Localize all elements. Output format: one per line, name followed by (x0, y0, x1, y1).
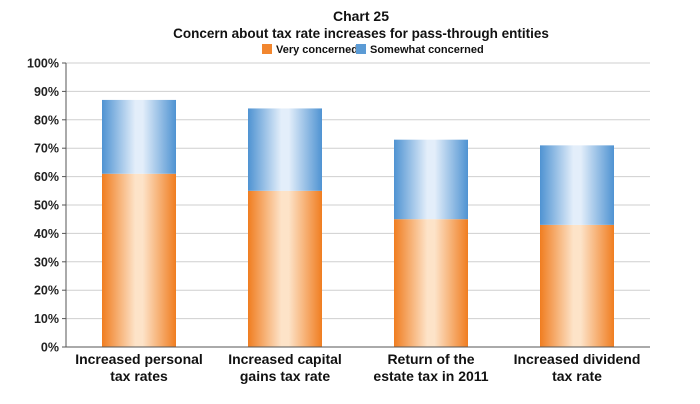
x-category-label-0-line-0: Increased personal (75, 351, 203, 367)
chart-subtitle: Concern about tax rate increases for pas… (173, 26, 549, 41)
bar-1-series-0 (248, 190, 322, 347)
y-tick-label-5: 50% (34, 199, 59, 213)
y-tick-label-7: 70% (34, 142, 59, 156)
legend-swatch-1 (356, 44, 366, 54)
bar-1-series-1 (248, 108, 322, 191)
legend-label-1: Somewhat concerned (370, 44, 484, 56)
x-category-label-1-line-0: Increased capital (228, 351, 342, 367)
y-tick-label-3: 30% (34, 255, 59, 269)
legend: Very concerned Somewhat concerned (262, 44, 484, 56)
bar-2-series-1 (394, 139, 468, 220)
y-tick-label-2: 20% (34, 284, 59, 298)
chart-title: Chart 25 (333, 8, 389, 24)
x-category-label-0-line-1: tax rates (110, 368, 168, 384)
y-axis: 0% 10% 20% 30% 40% 50% 60% 70% 80% 90% 100% (27, 57, 67, 355)
y-tick-label-9: 90% (34, 85, 59, 99)
bar-0-series-0 (102, 173, 176, 347)
bar-0-series-1 (102, 99, 176, 174)
x-category-label-3-line-1: tax rate (552, 368, 602, 384)
y-tick-label-8: 80% (34, 113, 59, 127)
x-category-label-1-line-1: gains tax rate (240, 368, 330, 384)
bars (102, 99, 614, 347)
bar-3-series-1 (540, 145, 614, 225)
y-tick-label-10: 100% (27, 57, 59, 71)
x-category-label-2-line-1: estate tax in 2011 (373, 368, 488, 384)
legend-swatch-0 (262, 44, 272, 54)
y-tick-label-1: 10% (34, 312, 59, 326)
bar-3-series-0 (540, 224, 614, 347)
x-category-label-2-line-0: Return of the (387, 351, 474, 367)
y-tick-label-6: 60% (34, 170, 59, 184)
x-category-label-3-line-0: Increased dividend (514, 351, 641, 367)
legend-label-0: Very concerned (276, 44, 358, 56)
y-tick-label-0: 0% (41, 341, 59, 355)
bar-2-series-0 (394, 219, 468, 347)
y-tick-label-4: 40% (34, 227, 59, 241)
